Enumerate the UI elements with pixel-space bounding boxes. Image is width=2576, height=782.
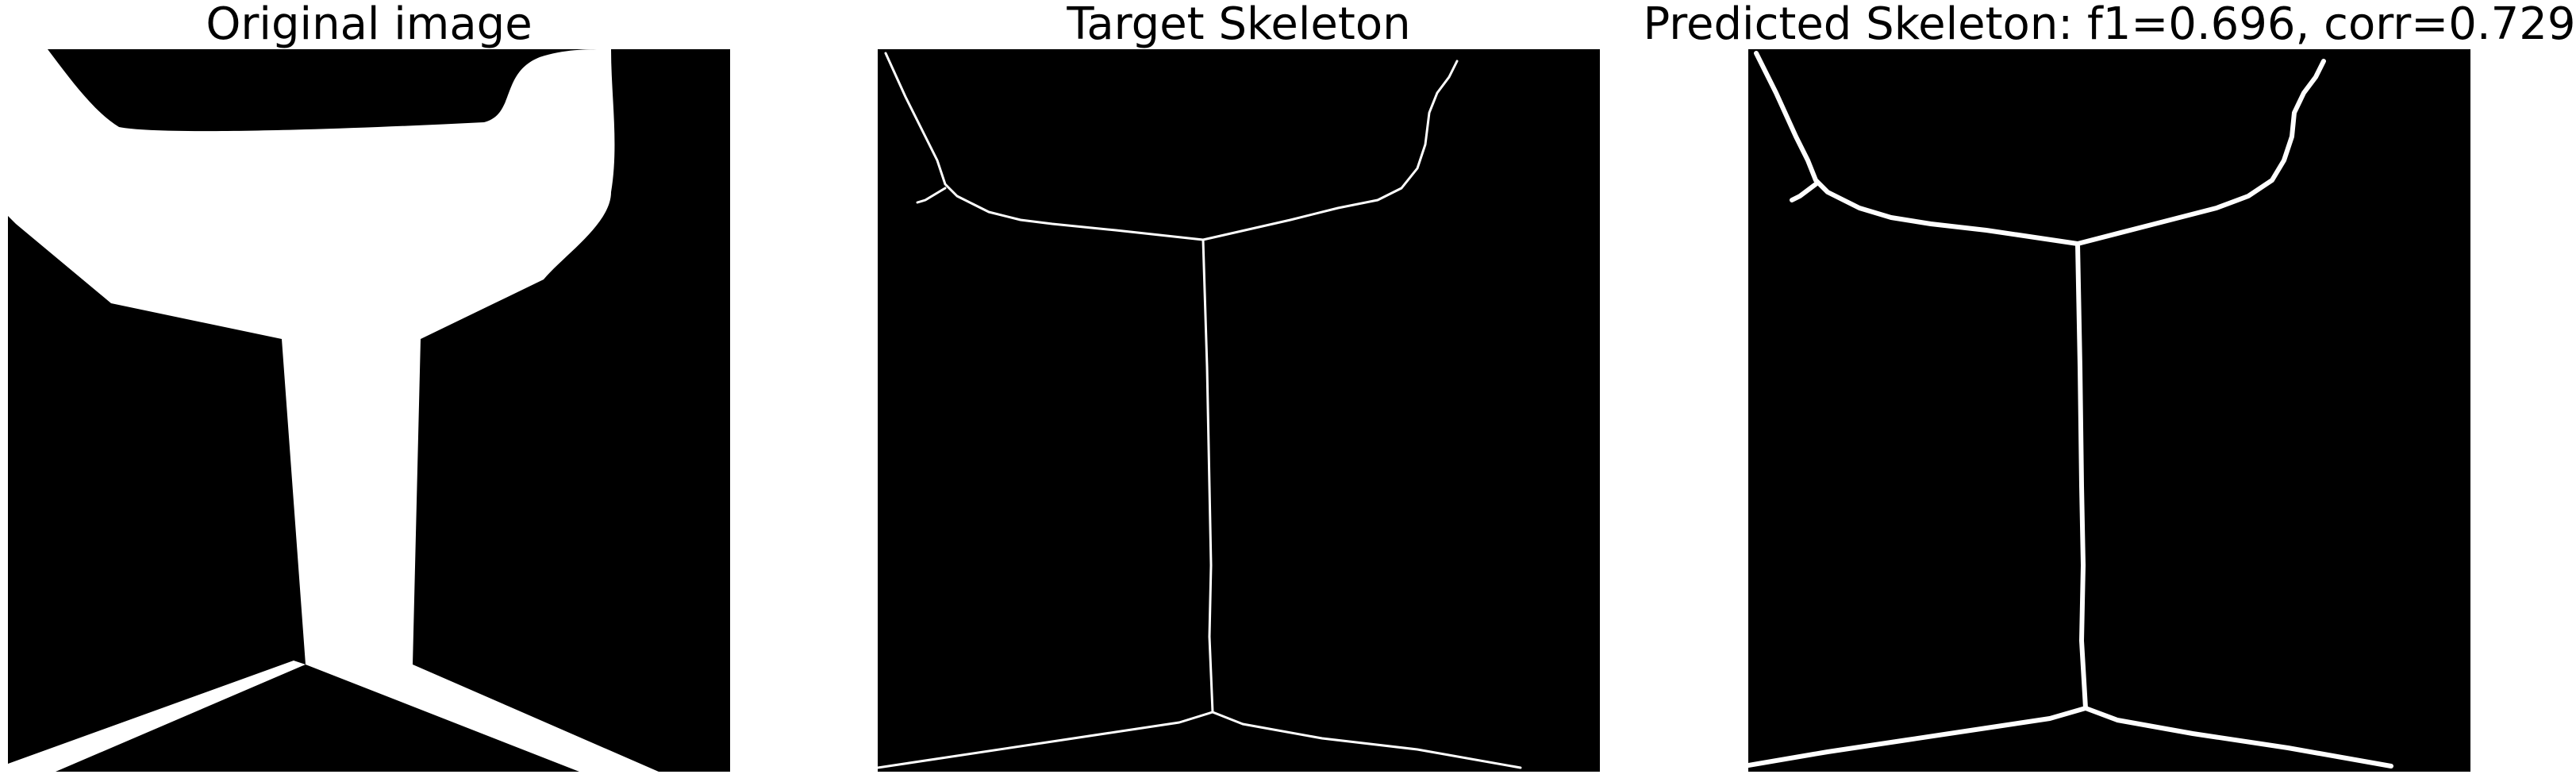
- target-skeleton-image: [878, 49, 1600, 772]
- predicted-skeleton-base-left: [1748, 706, 2088, 768]
- predicted-skeleton-upper-left: [1754, 51, 2080, 246]
- target-skeleton-svg: [878, 52, 1522, 769]
- predicted-skeleton-base-right: [2083, 706, 2393, 769]
- target-skeleton-stem: [1201, 238, 1214, 714]
- predicted-skeleton-left-spur: [1790, 182, 1818, 202]
- original-shape: [8, 49, 659, 772]
- panel-title-target: Target Skeleton: [1067, 0, 1411, 50]
- original-shape-base-left: [8, 661, 306, 772]
- target-skeleton-upper-left: [884, 52, 1205, 241]
- target-skeleton-left-spur: [916, 187, 947, 204]
- target-skeleton-base-left: [878, 711, 1214, 769]
- target-skeleton-base-right: [1211, 711, 1522, 769]
- predicted-skeleton-stem: [2075, 241, 2088, 711]
- predicted-skeleton-svg: [1748, 51, 2393, 769]
- predicted-skeleton-image: [1748, 49, 2470, 772]
- panel-title-predicted: Predicted Skeleton: f1=0.696, corr=0.729: [1643, 0, 2576, 50]
- predicted-skeleton-upper-right: [2075, 59, 2326, 246]
- original-shape-svg: [8, 49, 659, 772]
- original-image: [8, 49, 730, 772]
- target-skeleton-upper-right: [1201, 60, 1459, 241]
- panel-title-original: Original image: [206, 0, 533, 50]
